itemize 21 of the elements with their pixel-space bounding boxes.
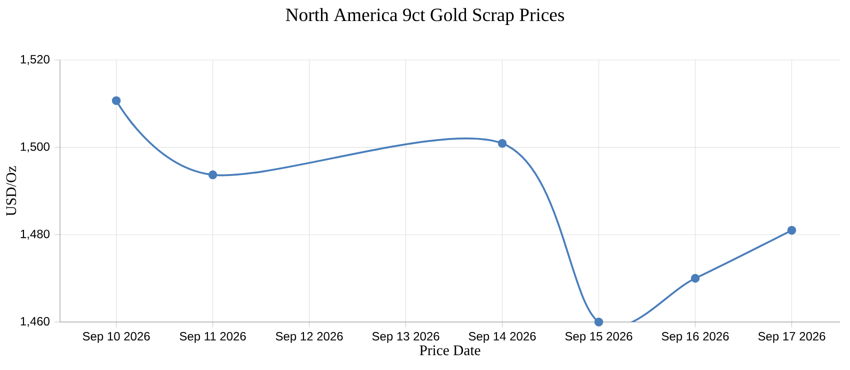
y-tick-label: 1,500 — [20, 142, 50, 152]
point — [498, 138, 507, 148]
x-tick-label: Sep 17 2026 — [758, 332, 826, 343]
x-tick-label: Sep 15 2026 — [565, 332, 632, 343]
x-tick-label: Sep 16 2026 — [662, 332, 729, 343]
x-tick-label: Sep 13 2026 — [372, 332, 440, 343]
y-tick-label: 1,520 — [20, 55, 50, 65]
point — [208, 170, 218, 180]
x-tick-label: Sep 14 2026 — [468, 332, 536, 343]
chart-title: North America 9ct Gold Scrap Prices — [286, 8, 564, 25]
x-tick-label: Sep 10 2026 — [82, 332, 150, 343]
point — [594, 318, 604, 326]
point — [787, 226, 796, 235]
x-axis-title: Price Date — [420, 345, 480, 356]
x-tick-label: Sep 11 2026 — [180, 332, 246, 343]
x-tick-label: Sep 12 2026 — [276, 332, 343, 343]
y-tick-label: 1,460 — [20, 317, 50, 327]
point — [690, 274, 700, 283]
y-axis-title: USD/Oz — [6, 166, 16, 216]
point — [112, 96, 121, 106]
y-tick-label: 1,480 — [20, 230, 50, 240]
